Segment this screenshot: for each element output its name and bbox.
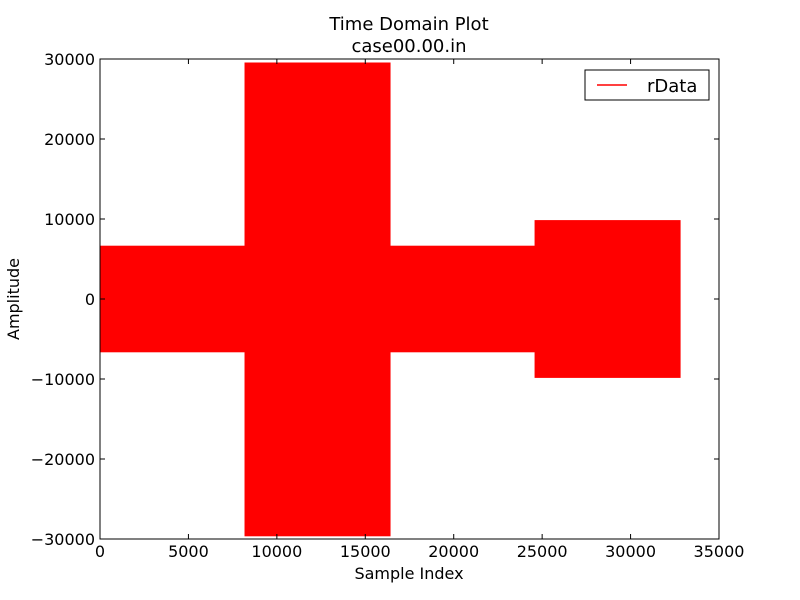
y-tick-label: 10000 (44, 210, 95, 229)
y-tick-label: 30000 (44, 50, 95, 69)
x-tick-label: 35000 (694, 542, 745, 561)
x-tick-label: 10000 (251, 542, 302, 561)
y-tick-label: 0 (85, 290, 95, 309)
x-tick-label: 15000 (340, 542, 391, 561)
signal-segment-3 (389, 245, 536, 353)
x-tick-label: 0 (95, 542, 105, 561)
axis-ticks: 0 5000 10000 15000 20000 25000 30000 35000 −3000… (31, 50, 745, 561)
x-tick-label: 25000 (517, 542, 568, 561)
x-tick-label: 5000 (168, 542, 209, 561)
y-axis-label: Amplitude (4, 258, 23, 340)
legend: rData (584, 69, 710, 101)
chart-subtitle: case00.00.in (351, 36, 466, 57)
plot-data-layer (99, 62, 681, 537)
x-tick-label: 30000 (605, 542, 656, 561)
chart-title: Time Domain Plot (328, 14, 488, 35)
legend-label-rdata: rData (647, 76, 697, 97)
y-tick-label: −10000 (31, 370, 95, 389)
y-tick-label: 20000 (44, 130, 95, 149)
signal-segment-2 (244, 62, 391, 537)
y-tick-label: −30000 (31, 530, 95, 549)
x-tick-label: 20000 (428, 542, 479, 561)
y-tick-label: −20000 (31, 450, 95, 469)
signal-segment-4 (534, 220, 681, 378)
x-axis-label: Sample Index (354, 564, 463, 583)
signal-segment-1 (99, 245, 246, 353)
